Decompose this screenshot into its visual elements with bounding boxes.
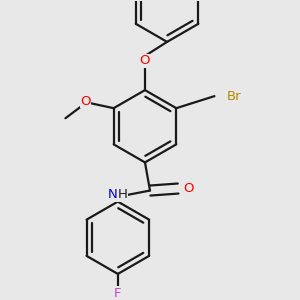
Text: O: O: [80, 94, 91, 108]
Text: O: O: [183, 182, 194, 195]
Text: H: H: [118, 188, 128, 201]
Text: O: O: [140, 55, 150, 68]
Text: N: N: [108, 188, 118, 201]
Text: Br: Br: [226, 90, 241, 103]
Text: F: F: [114, 286, 122, 299]
